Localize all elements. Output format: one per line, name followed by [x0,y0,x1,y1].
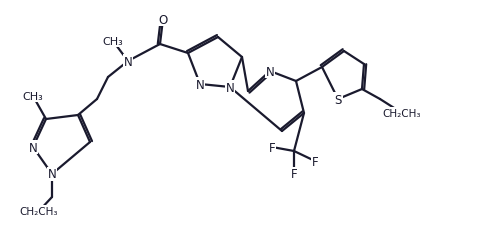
Text: N: N [195,78,204,91]
Text: CH₃: CH₃ [23,92,43,101]
Text: N: N [225,81,234,94]
Text: CH₂CH₃: CH₂CH₃ [382,109,420,118]
Text: F: F [290,168,297,181]
Text: CH₃: CH₃ [102,37,123,47]
Text: F: F [311,155,318,168]
Text: F: F [268,141,275,154]
Text: N: N [123,55,132,68]
Text: N: N [48,168,56,181]
Text: CH₂CH₃: CH₂CH₃ [20,206,58,216]
Text: N: N [265,65,274,78]
Text: O: O [158,13,167,26]
Text: N: N [29,141,37,154]
Text: S: S [334,93,341,106]
